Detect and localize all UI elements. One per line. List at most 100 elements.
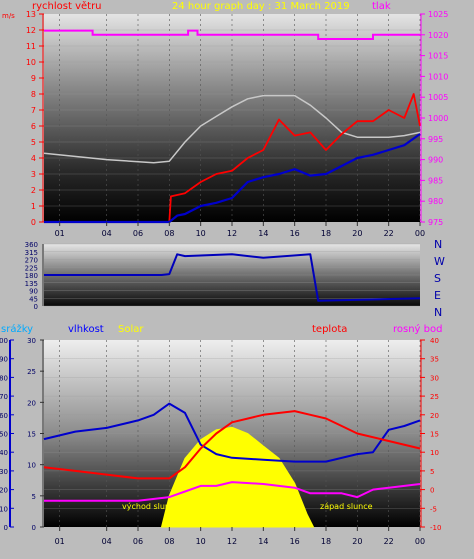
compass-label-n-top: N <box>434 238 442 251</box>
plot1-left-tick-label: 13 <box>26 10 36 19</box>
plot3-teplota-tick-label: 15 <box>430 431 439 439</box>
plot3-teplota-tick-label: 5 <box>430 468 434 476</box>
plot1-x-tick-label: 04 <box>102 229 112 238</box>
plot3-teplota-tick-label: 0 <box>430 487 434 495</box>
plot1-left-tick-label: 7 <box>31 106 36 115</box>
plot1-right-tick-label: 1000 <box>428 114 448 123</box>
plot1-right-tick-label: 990 <box>428 156 443 165</box>
plot3-teplota-tick-label: 30 <box>430 374 439 382</box>
plot1-right-tick-label: 995 <box>428 135 443 144</box>
tlak-series-line <box>44 29 420 40</box>
plot1-x-tick-label: 00 <box>415 229 425 238</box>
plot3-x-tick-label: 22 <box>384 537 394 546</box>
plot1-left-tick-label: 4 <box>31 154 36 163</box>
plot1-background <box>44 14 420 222</box>
plot3-teplota-tick-label: 35 <box>430 356 439 364</box>
plot1-left-axis-label: rychlost větru <box>32 0 102 12</box>
plot3-x-tick-label: 04 <box>102 537 112 546</box>
plot1-right-tick-label: 1005 <box>428 93 448 102</box>
wind-gray-series-line <box>43 94 421 164</box>
plot1-right-tick-label: 1015 <box>428 52 448 61</box>
plot3-teplota-tick-label: 20 <box>430 412 439 420</box>
legend-srazky: srážky <box>1 323 33 335</box>
plot3-srazky-tick-label: 40 <box>0 449 8 457</box>
plot2-left-tick-label: 180 <box>25 272 38 280</box>
plot3-x-tick-label: 14 <box>258 537 268 546</box>
compass-label-n-bottom: N <box>434 306 442 319</box>
plot1-left-tick-label: 0 <box>31 218 36 227</box>
plot1-x-tick-label: 12 <box>227 229 237 238</box>
compass-label-w: W <box>434 255 445 268</box>
plot1-left-tick-label: 9 <box>31 74 36 83</box>
plot3-srazky-tick-label: 70 <box>0 393 8 401</box>
plot2-left-tick-label: 270 <box>25 257 38 265</box>
vlhkost-series-line <box>43 402 421 463</box>
plot3-x-tick-label: 06 <box>133 537 143 546</box>
legend-solar: Solar <box>118 324 144 335</box>
plot3-vlhkost-tick-label: 5 <box>32 493 36 501</box>
plot1-x-tick-label: 10 <box>196 229 206 238</box>
plot3-vlhkost-tick-label: 15 <box>27 431 36 439</box>
plot3-vlhkost-tick-label: 0 <box>32 524 36 532</box>
plot1-right-tick-label: 1025 <box>428 10 448 19</box>
plot3-srazky-tick-label: 10 <box>0 505 8 513</box>
plot3-vlhkost-tick-label: 25 <box>27 368 36 376</box>
plot1-x-tick-label: 20 <box>352 229 362 238</box>
plot1-x-tick-label: 06 <box>133 229 143 238</box>
plot3-x-tick-label: 08 <box>164 537 174 546</box>
plot1-left-tick-label: 10 <box>26 58 36 67</box>
plot1-right-tick-label: 1020 <box>428 31 448 40</box>
plot1-x-tick-label: 16 <box>290 229 300 238</box>
compass-label-s: S <box>434 272 441 285</box>
plot1-right-tick-label: 1010 <box>428 72 448 81</box>
plot3-srazky-tick-label: 90 <box>0 356 8 364</box>
rosny-bod-series-line <box>44 481 421 502</box>
plot3-vlhkost-tick-label: 10 <box>27 462 36 470</box>
plot3-srazky-tick-label: 60 <box>0 412 8 420</box>
plot1-left-tick-label: 1 <box>31 202 36 211</box>
plot3-teplota-tick-label: 10 <box>430 449 439 457</box>
plot3-teplota-tick-label: -10 <box>430 524 441 532</box>
annotation-sunrise: východ slunce <box>122 502 179 511</box>
plot1-right-tick-label: 985 <box>428 176 443 185</box>
plot3-srazky-tick-label: 50 <box>0 431 8 439</box>
plot3-teplota-tick-label: -5 <box>430 505 437 513</box>
plot3-x-tick-label: 12 <box>227 537 237 546</box>
compass-label-e: E <box>434 289 441 302</box>
plot2-left-tick-label: 225 <box>25 264 38 272</box>
plot3-x-tick-label: 18 <box>321 537 331 546</box>
plot3-x-tick-label: 00 <box>415 537 425 546</box>
plot1-left-tick-label: 12 <box>26 26 36 35</box>
plot3-srazky-tick-label: 30 <box>0 468 8 476</box>
legend-rosny-bod: rosný bod <box>393 323 442 335</box>
plot2-left-tick-label: 90 <box>29 288 38 296</box>
plot3-x-tick-label: 20 <box>352 537 362 546</box>
plot1-left-tick-label: 3 <box>31 170 36 179</box>
wind-red-series-line <box>44 93 421 223</box>
plot3-x-tick-label: 01 <box>55 537 65 546</box>
plot3-x-tick-label: 16 <box>290 537 300 546</box>
plot3-x-tick-label: 10 <box>196 537 206 546</box>
plot1-left-tick-label: 8 <box>31 90 36 99</box>
plot1-right-tick-label: 980 <box>428 197 443 206</box>
plot3-teplota-tick-label: 40 <box>430 337 439 345</box>
plot1-right-axis-label: tlak <box>372 1 391 12</box>
plot1-x-tick-label: 18 <box>321 229 331 238</box>
plot3-srazky-tick-label: 20 <box>0 487 8 495</box>
plot1-left-tick-label: 6 <box>31 122 36 131</box>
plot1-right-tick-label: 975 <box>428 218 443 227</box>
plot2-left-tick-label: 315 <box>25 249 38 257</box>
solar-series-area <box>160 426 315 528</box>
plot2-left-tick-label: 135 <box>25 280 38 288</box>
plot1-title: 24 hour graph day : 31 March 2019 <box>172 1 350 12</box>
plot1-x-tick-label: 14 <box>258 229 268 238</box>
plot1-left-axis-unit: m/s <box>2 12 15 20</box>
plot3-srazky-tick-label: 100 <box>0 337 8 345</box>
plot1-left-tick-label: 11 <box>26 42 36 51</box>
plot3-srazky-tick-label: 0 <box>4 524 8 532</box>
legend-vlhkost: vlhkost <box>68 324 104 335</box>
plot3-vlhkost-tick-label: 30 <box>27 337 36 345</box>
plot2-left-tick-label: 45 <box>29 295 38 303</box>
